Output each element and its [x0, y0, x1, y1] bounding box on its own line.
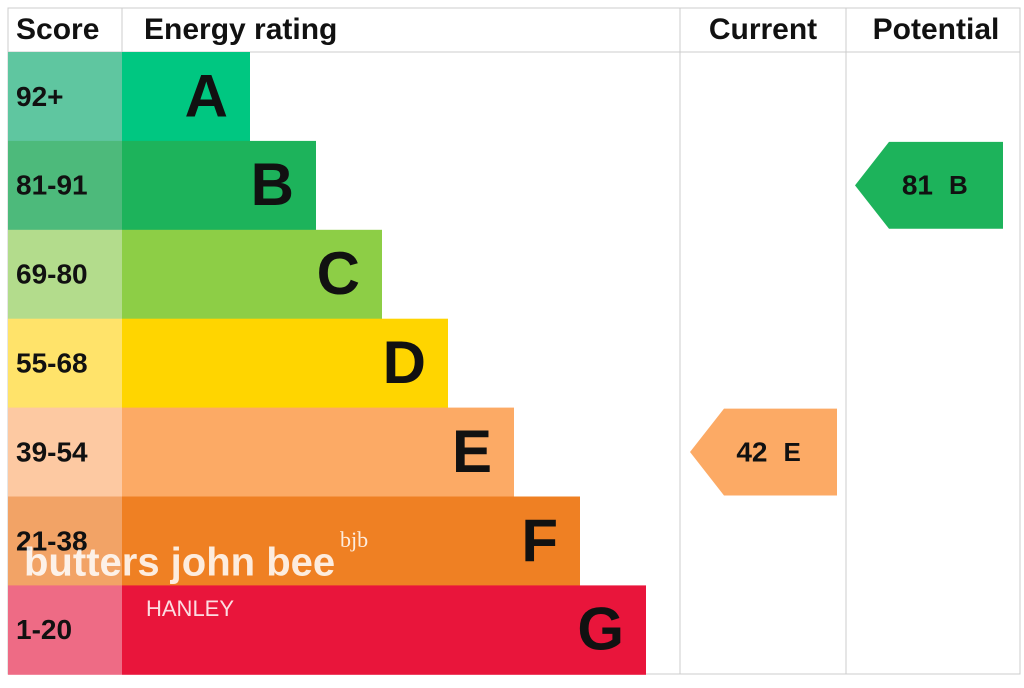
score-cell [8, 140, 122, 231]
score-cell [8, 318, 122, 409]
rating-bar [122, 229, 382, 320]
score-label: 39-54 [16, 436, 88, 467]
score-cell [8, 229, 122, 320]
band-letter: G [577, 596, 624, 663]
score-cell [8, 496, 122, 586]
score-cell [8, 52, 122, 142]
rating-bar [122, 496, 580, 586]
score-cell [8, 585, 122, 675]
rating-bar [122, 140, 316, 231]
header: Potential [873, 13, 1000, 46]
score-label: 69-80 [16, 259, 88, 290]
band-letter: A [185, 62, 228, 129]
band-letter: D [383, 329, 426, 396]
band-letter: C [317, 240, 360, 307]
score-label: 1-20 [16, 614, 72, 645]
header: Current [709, 13, 817, 46]
watermark: butters john bee [24, 541, 335, 585]
rating-bar [122, 407, 514, 497]
rating-bar [122, 585, 646, 675]
watermark-branch: HANLEY [146, 596, 234, 621]
header: Energy rating [144, 13, 337, 46]
rating-value: 42 [736, 436, 767, 467]
bands: 92+ A 81-91 B 69-80 C 55-68 D 39-54 E 21-38 F 1-20 G [8, 52, 646, 675]
rating-arrow [690, 408, 837, 496]
band-letter: B [251, 151, 294, 218]
band-letter: E [452, 418, 492, 485]
score-cell [8, 407, 122, 497]
header: Score [16, 13, 99, 46]
rating-value: 81 [902, 170, 933, 201]
rating-letter: E [784, 437, 801, 467]
score-label: 21-38 [16, 525, 88, 556]
rating-bar [122, 318, 448, 409]
score-label: 81-91 [16, 170, 88, 201]
watermark-logo: bjb [340, 527, 368, 552]
score-label: 55-68 [16, 348, 88, 379]
rating-letter: B [949, 170, 968, 200]
rating-bar [122, 52, 250, 142]
band-letter: F [521, 507, 558, 574]
score-label: 92+ [16, 81, 64, 112]
arrows: 42 E 81 B [690, 141, 1003, 496]
rating-arrow [855, 141, 1003, 229]
